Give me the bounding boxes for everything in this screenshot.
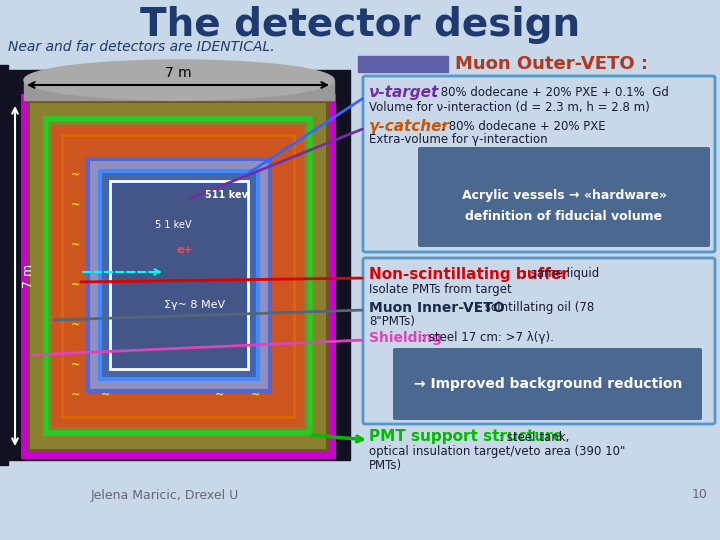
FancyBboxPatch shape (46, 119, 310, 433)
Text: ~: ~ (100, 280, 109, 290)
Text: Σγ~ 8 MeV: Σγ~ 8 MeV (164, 300, 225, 310)
FancyBboxPatch shape (393, 348, 702, 420)
Text: ~: ~ (100, 360, 109, 370)
Text: 5 1 keV: 5 1 keV (155, 220, 192, 230)
FancyBboxPatch shape (24, 97, 332, 455)
Text: ~: ~ (100, 240, 109, 250)
Text: : steel tank,: : steel tank, (499, 430, 570, 443)
FancyBboxPatch shape (363, 76, 715, 252)
FancyBboxPatch shape (110, 181, 248, 369)
Text: : same liquid: : same liquid (523, 267, 599, 280)
Text: ~: ~ (251, 390, 260, 400)
Text: ~: ~ (100, 390, 109, 400)
Ellipse shape (24, 60, 334, 100)
Text: ~: ~ (71, 280, 80, 290)
Bar (8, 70, 350, 460)
Text: ~: ~ (215, 240, 225, 250)
FancyBboxPatch shape (52, 125, 304, 427)
Text: PMT support structure: PMT support structure (369, 429, 563, 444)
FancyBboxPatch shape (30, 103, 326, 449)
Text: ~: ~ (71, 360, 80, 370)
Text: : 80% dodecane + 20% PXE + 0.1%  Gd: : 80% dodecane + 20% PXE + 0.1% Gd (433, 86, 669, 99)
Text: ~: ~ (215, 200, 225, 210)
FancyBboxPatch shape (100, 171, 258, 379)
Text: ~: ~ (215, 360, 225, 370)
Text: ~: ~ (251, 280, 260, 290)
Text: Muon Outer-VETO :: Muon Outer-VETO : (455, 55, 648, 73)
Text: Non-scintillating buffer: Non-scintillating buffer (369, 267, 569, 281)
FancyBboxPatch shape (363, 258, 715, 424)
Text: : 80% dodecane + 20% PXE: : 80% dodecane + 20% PXE (441, 119, 606, 132)
Text: ~: ~ (71, 240, 80, 250)
Text: Acrylic vessels → «hardware»: Acrylic vessels → «hardware» (462, 190, 667, 202)
Text: γ-catcher: γ-catcher (369, 118, 450, 133)
Text: ~: ~ (251, 200, 260, 210)
Text: ~: ~ (100, 200, 109, 210)
Text: 7 m: 7 m (165, 66, 192, 80)
FancyBboxPatch shape (88, 159, 270, 391)
Text: ~: ~ (71, 200, 80, 210)
Text: ~: ~ (71, 320, 80, 330)
Bar (358, 56, 448, 72)
Text: ~: ~ (251, 240, 260, 250)
Text: 8"PMTs): 8"PMTs) (369, 315, 415, 328)
Bar (24, 80, 334, 100)
Text: definition of fiducial volume: definition of fiducial volume (465, 210, 662, 222)
Text: ~: ~ (215, 390, 225, 400)
Text: 511 kev: 511 kev (205, 190, 248, 200)
Text: ν-target: ν-target (369, 85, 439, 100)
Text: ~: ~ (215, 280, 225, 290)
Text: ~: ~ (215, 170, 225, 180)
Text: Shielding: Shielding (369, 331, 442, 345)
Text: ~: ~ (71, 390, 80, 400)
Text: ~: ~ (71, 170, 80, 180)
Text: Near and far detectors are IDENTICAL.: Near and far detectors are IDENTICAL. (8, 40, 274, 54)
Text: ~: ~ (100, 320, 109, 330)
Text: : steel 17 cm: >7 λ(γ).: : steel 17 cm: >7 λ(γ). (421, 332, 554, 345)
Text: Extra-volume for γ-interaction: Extra-volume for γ-interaction (369, 133, 548, 146)
Text: : scintillating oil (78: : scintillating oil (78 (477, 301, 594, 314)
Text: e+: e+ (176, 245, 194, 255)
Text: ~: ~ (100, 170, 109, 180)
Text: The detector design: The detector design (140, 6, 580, 44)
Text: 10: 10 (692, 489, 708, 502)
Text: ~: ~ (215, 320, 225, 330)
Text: Muon Inner-VETO: Muon Inner-VETO (369, 301, 505, 315)
Text: ~: ~ (251, 320, 260, 330)
Text: ~: ~ (251, 360, 260, 370)
FancyBboxPatch shape (418, 147, 710, 247)
Text: → Improved background reduction: → Improved background reduction (414, 377, 682, 391)
Text: 7 m: 7 m (22, 264, 35, 288)
FancyBboxPatch shape (114, 185, 244, 365)
Text: Jelena Maricic, Drexel U: Jelena Maricic, Drexel U (91, 489, 239, 502)
Text: Isolate PMTs from target: Isolate PMTs from target (369, 282, 512, 295)
Text: PMTs): PMTs) (369, 460, 402, 472)
Text: ~: ~ (251, 170, 260, 180)
Text: optical insulation target/veto area (390 10": optical insulation target/veto area (390… (369, 446, 626, 458)
Text: Volume for ν-interaction (d = 2.3 m, h = 2.8 m): Volume for ν-interaction (d = 2.3 m, h =… (369, 102, 649, 114)
FancyBboxPatch shape (62, 135, 294, 417)
Bar (0, 65, 8, 465)
